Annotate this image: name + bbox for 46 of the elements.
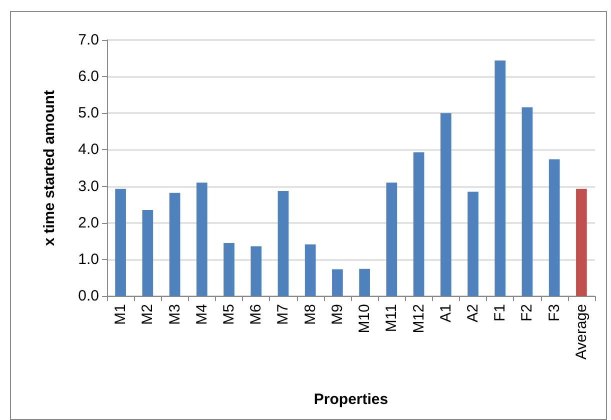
x-tick-label: M10 bbox=[356, 304, 374, 334]
x-tick-label: M12 bbox=[410, 304, 428, 334]
x-tick-label: M6 bbox=[248, 304, 265, 325]
x-tick-label: A1 bbox=[437, 304, 454, 322]
x-tick-label: F2 bbox=[518, 304, 536, 322]
x-tick-label: F3 bbox=[546, 304, 563, 322]
x-tick-label: M2 bbox=[139, 304, 156, 325]
bar bbox=[196, 182, 208, 296]
x-tick-label: A2 bbox=[464, 304, 482, 322]
bar bbox=[522, 107, 533, 296]
x-tick-label: M1 bbox=[112, 304, 130, 325]
bar bbox=[224, 242, 234, 296]
bar bbox=[359, 268, 370, 296]
bar bbox=[278, 191, 289, 296]
bar bbox=[576, 188, 587, 296]
bar bbox=[250, 246, 262, 296]
x-tick-label: M4 bbox=[193, 304, 210, 325]
y-tick-label: 3.0 bbox=[78, 178, 99, 195]
x-tick-label: M3 bbox=[166, 304, 184, 325]
y-axis-title: x time started amount bbox=[41, 90, 58, 246]
bar bbox=[494, 60, 506, 296]
bar bbox=[468, 192, 478, 296]
bar bbox=[115, 188, 126, 296]
bar bbox=[142, 210, 154, 296]
y-tick-label: 1.0 bbox=[78, 250, 99, 268]
x-axis-title: Properties bbox=[314, 391, 388, 408]
x-tick-label: M11 bbox=[383, 304, 400, 332]
bar bbox=[169, 192, 180, 296]
bar bbox=[548, 159, 560, 296]
bar bbox=[386, 182, 398, 296]
bar bbox=[413, 152, 424, 296]
x-tick-label: M5 bbox=[220, 304, 238, 325]
y-tick-label: 2.0 bbox=[78, 214, 99, 232]
x-tick-label: F1 bbox=[492, 304, 509, 322]
bar bbox=[332, 269, 343, 296]
bar bbox=[304, 244, 316, 296]
y-tick-label: 4.0 bbox=[78, 141, 99, 158]
x-tick-label: M8 bbox=[302, 304, 319, 325]
x-tick-label: M9 bbox=[328, 304, 346, 325]
x-tick-label: Average bbox=[572, 304, 590, 360]
x-tick-label: M7 bbox=[274, 304, 292, 325]
y-tick-label: 6.0 bbox=[78, 68, 99, 86]
y-tick-label: 0.0 bbox=[78, 288, 99, 304]
y-tick-label: 5.0 bbox=[78, 104, 99, 122]
bar bbox=[440, 113, 452, 296]
y-tick-label: 7.0 bbox=[78, 32, 99, 48]
